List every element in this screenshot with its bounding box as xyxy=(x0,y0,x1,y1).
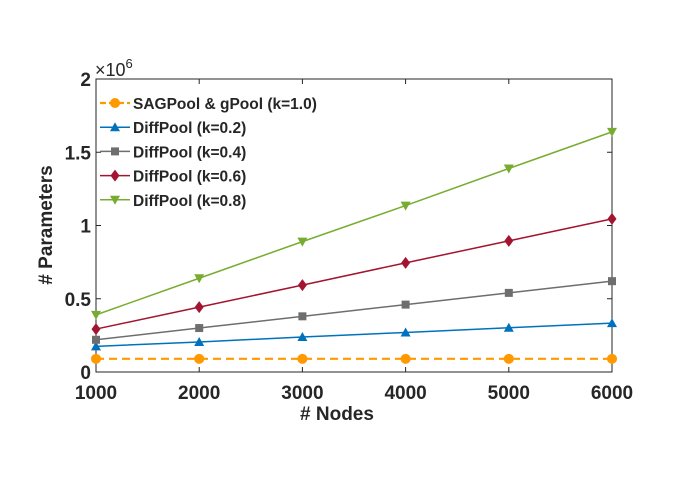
data-point xyxy=(91,310,101,320)
data-point xyxy=(194,336,205,346)
data-point xyxy=(504,234,514,247)
legend-label: DiffPool (k=0.2) xyxy=(133,120,246,137)
data-point xyxy=(194,301,204,314)
data-point xyxy=(503,353,514,364)
data-point xyxy=(607,212,617,225)
data-point xyxy=(608,277,616,286)
x-tick-label: 1000 xyxy=(75,383,117,404)
series-line xyxy=(95,131,613,316)
data-point xyxy=(401,300,410,309)
legend-marker xyxy=(110,195,120,205)
x-tick-label: 2000 xyxy=(178,383,220,404)
series-3 xyxy=(91,212,617,336)
data-point xyxy=(297,279,307,292)
data-point xyxy=(91,323,101,336)
y-exponent: ×106 xyxy=(95,56,133,80)
series-4 xyxy=(91,127,617,320)
series-0 xyxy=(91,353,617,364)
x-axis-label: # Nodes xyxy=(300,404,374,425)
data-point xyxy=(92,335,100,344)
series-2 xyxy=(92,277,616,344)
y-tick-label: 1 xyxy=(80,217,91,238)
legend-marker xyxy=(110,122,120,132)
x-tick-label: 6000 xyxy=(591,383,633,404)
data-point xyxy=(607,353,617,364)
data-point xyxy=(297,353,308,364)
series-line xyxy=(95,280,613,341)
data-point xyxy=(194,274,205,284)
data-point xyxy=(194,353,205,364)
series-1 xyxy=(91,318,617,351)
y-axis-label: # Parameters xyxy=(36,165,57,284)
series-line xyxy=(95,322,613,348)
legend-label: DiffPool (k=0.6) xyxy=(133,169,246,186)
data-point xyxy=(91,353,101,364)
data-point xyxy=(297,237,308,247)
x-tick-label: 3000 xyxy=(281,383,323,404)
y-tick-label: 2 xyxy=(80,70,91,91)
data-point xyxy=(400,353,411,364)
x-tick-label: 5000 xyxy=(488,383,530,404)
data-point xyxy=(607,127,617,137)
data-point xyxy=(503,322,514,332)
data-point xyxy=(297,331,308,341)
data-point xyxy=(298,312,307,321)
legend-label: DiffPool (k=0.8) xyxy=(133,193,246,210)
series-line xyxy=(95,218,613,330)
plot-area xyxy=(95,78,613,373)
legend-marker xyxy=(111,147,119,156)
y-tick-label: 0.5 xyxy=(65,290,92,311)
data-point xyxy=(401,256,411,269)
y-tick-label: 1.5 xyxy=(65,143,92,164)
legend-label: SAGPool & gPool (k=1.0) xyxy=(133,96,317,113)
y-tick-label: 0 xyxy=(80,363,91,384)
x-tick-label: 4000 xyxy=(384,383,426,404)
data-point xyxy=(503,164,514,174)
legend-marker xyxy=(110,169,120,182)
data-point xyxy=(400,201,411,211)
data-point xyxy=(91,341,101,351)
legend: SAGPool & gPool (k=1.0) DiffPool (k=0.2) D… xyxy=(100,96,317,210)
data-point xyxy=(607,318,617,328)
legend-label: DiffPool (k=0.4) xyxy=(133,144,246,161)
data-point xyxy=(195,324,204,333)
data-point xyxy=(504,288,513,297)
legend-marker xyxy=(110,98,120,108)
data-point xyxy=(400,327,411,337)
